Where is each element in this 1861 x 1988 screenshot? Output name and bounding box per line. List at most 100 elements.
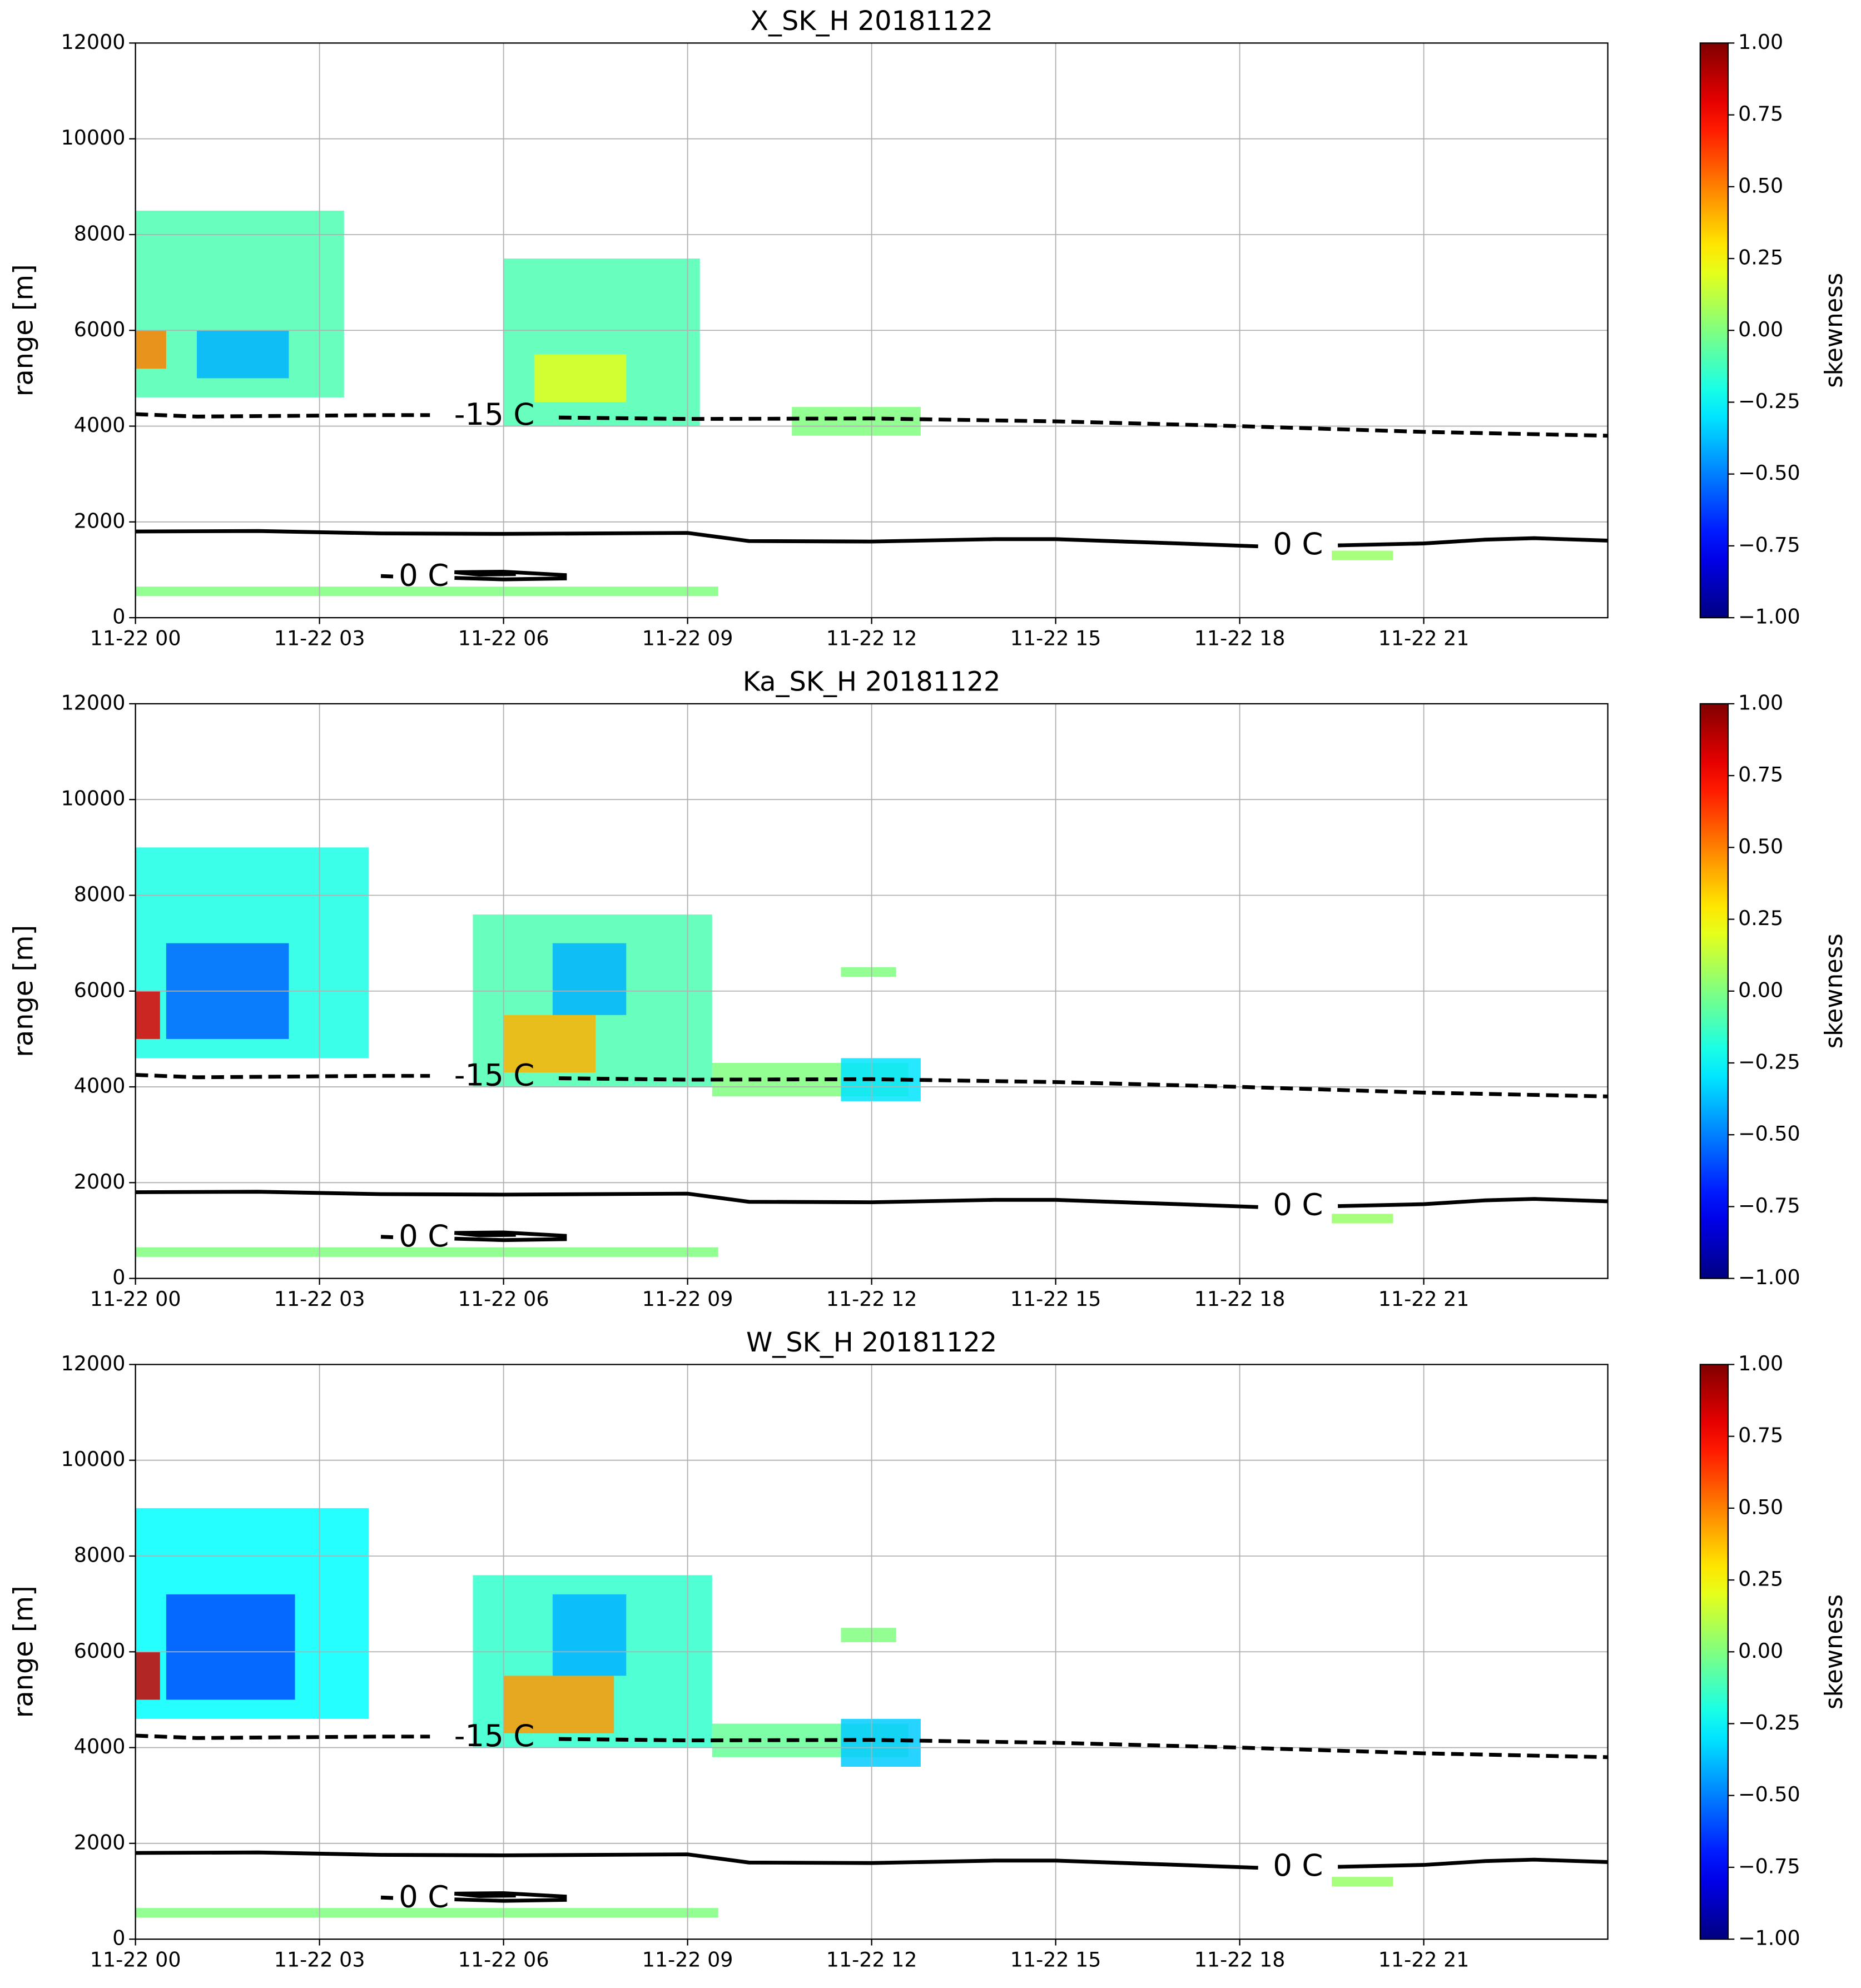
chart-title: W_SK_H 20181122 [746, 1328, 997, 1358]
y-tick-label: 2000 [74, 1830, 126, 1854]
colorbar-tick-label: −0.50 [1738, 1122, 1800, 1146]
chart-title: Ka_SK_H 20181122 [743, 667, 1001, 697]
colorbar-tick-label: 0.50 [1738, 1495, 1783, 1519]
echo-region [841, 1628, 896, 1643]
contour-line [135, 1073, 1608, 1099]
colorbar-tick-label: −0.25 [1738, 1711, 1800, 1734]
contour-label: 0 C [1273, 526, 1323, 561]
x-tick-label: 11-22 18 [1194, 1947, 1286, 1971]
colorbar-tick-label: 0.25 [1738, 246, 1783, 270]
x-tick-label: 11-22 15 [1010, 626, 1101, 650]
colorbar-tick-label: 0.25 [1738, 1567, 1783, 1591]
y-axis-label: range [m] [9, 1586, 39, 1718]
x-tick-label: 11-22 06 [458, 626, 549, 650]
colorbar-tick-label: −0.75 [1738, 1194, 1800, 1217]
axes-frame [135, 42, 1609, 619]
y-tick-label: 2000 [74, 509, 126, 533]
echo-region [135, 1247, 718, 1257]
colorbar-tick-label: −1.00 [1738, 605, 1800, 629]
x-tick-label: 11-22 21 [1378, 626, 1470, 650]
echo-region [552, 1594, 627, 1676]
echo-region [841, 967, 896, 977]
y-tick-label: 4000 [74, 413, 126, 437]
colorbar-tick-label: 0.75 [1738, 102, 1783, 126]
contour-label: 0 C [399, 557, 449, 593]
x-tick-label: 11-22 21 [1378, 1947, 1470, 1971]
colorbar-tick-label: −0.50 [1738, 461, 1800, 485]
echo-region [1332, 550, 1393, 560]
panel: 0 2000 4000 6000 8000 10000 12000 11-22 00 11-22… [9, 1328, 1848, 1971]
x-tick-label: 11-22 09 [642, 1287, 733, 1311]
colorbar [1699, 1364, 1729, 1940]
y-tick-label: 8000 [74, 221, 126, 245]
echo-region [534, 354, 627, 402]
x-tick-label: 11-22 03 [274, 1947, 365, 1971]
x-tick-label: 11-22 18 [1194, 626, 1286, 650]
x-tick-label: 11-22 00 [90, 626, 181, 650]
colorbar-tick-label: 0.00 [1738, 978, 1783, 1002]
colorbar-tick-label: −0.75 [1738, 533, 1800, 556]
contour-label: -15 C [454, 1718, 535, 1753]
contour-line [380, 1891, 567, 1903]
x-tick-label: 11-22 06 [458, 1947, 549, 1971]
contour-label: 0 C [1273, 1847, 1323, 1883]
colorbar-tick-label: 0.50 [1738, 834, 1783, 858]
colorbar-tick-label: 0.00 [1738, 317, 1783, 341]
colorbar-tick-label: 1.00 [1738, 1351, 1783, 1375]
colorbar-tick-label: −0.25 [1738, 389, 1800, 413]
y-tick-label: 0 [112, 1926, 125, 1950]
colorbar-tick-label: 0.75 [1738, 763, 1783, 787]
x-tick-label: 11-22 15 [1010, 1287, 1101, 1311]
y-tick-label: 12000 [61, 690, 126, 714]
x-tick-label: 11-22 00 [90, 1287, 181, 1311]
colorbar-tick-label: −1.00 [1738, 1926, 1800, 1950]
echo-region [135, 587, 718, 597]
axes-frame [135, 703, 1609, 1279]
echo-region [792, 407, 921, 436]
contour-label: 0 C [399, 1878, 449, 1914]
x-tick-label: 11-22 21 [1378, 1287, 1470, 1311]
x-tick-label: 11-22 12 [826, 1947, 917, 1971]
colorbar-tick-label: 0.50 [1738, 173, 1783, 197]
y-tick-label: 4000 [74, 1074, 126, 1098]
y-axis-label: range [m] [9, 264, 39, 396]
axes-frame [135, 1364, 1609, 1940]
echo-region [552, 943, 627, 1015]
x-tick-label: 11-22 18 [1194, 1287, 1286, 1311]
contour-line [135, 1190, 1608, 1209]
colorbar-label: skewness [1820, 273, 1848, 388]
contour-line [135, 1733, 1608, 1760]
colorbar [1699, 703, 1729, 1279]
y-tick-label: 0 [112, 605, 125, 629]
echo-region [135, 991, 160, 1039]
panel: 0 2000 4000 6000 8000 10000 12000 11-22 00 11-22… [9, 667, 1848, 1310]
y-tick-label: 2000 [74, 1170, 126, 1194]
echo-region [135, 1908, 718, 1918]
echo-region [503, 1676, 614, 1733]
y-tick-label: 12000 [61, 30, 126, 54]
colorbar-label: skewness [1820, 933, 1848, 1048]
y-tick-label: 10000 [61, 126, 126, 150]
colorbar-tick-label: 0.75 [1738, 1423, 1783, 1447]
contour-line [380, 1230, 567, 1242]
y-axis-label: range [m] [9, 925, 39, 1057]
chart-title: X_SK_H 20181122 [750, 6, 993, 37]
echo-region [166, 1594, 295, 1700]
y-tick-label: 10000 [61, 1447, 126, 1471]
panel: 0 2000 4000 6000 8000 10000 12000 11-22 00 11-22… [9, 6, 1848, 650]
x-tick-label: 11-22 09 [642, 1947, 733, 1971]
echo-region [1332, 1214, 1393, 1224]
x-tick-label: 11-22 06 [458, 1287, 549, 1311]
colorbar-tick-label: −0.25 [1738, 1050, 1800, 1073]
colorbar-tick-label: −1.00 [1738, 1265, 1800, 1289]
y-tick-label: 6000 [74, 317, 126, 341]
colorbar-tick-label: −0.50 [1738, 1782, 1800, 1806]
x-tick-label: 11-22 12 [826, 1287, 917, 1311]
y-tick-label: 10000 [61, 787, 126, 811]
colorbar-tick-label: −0.75 [1738, 1854, 1800, 1878]
contour-label: -15 C [454, 396, 535, 432]
colorbar-tick-label: 1.00 [1738, 690, 1783, 714]
contour-label: -15 C [454, 1057, 535, 1093]
